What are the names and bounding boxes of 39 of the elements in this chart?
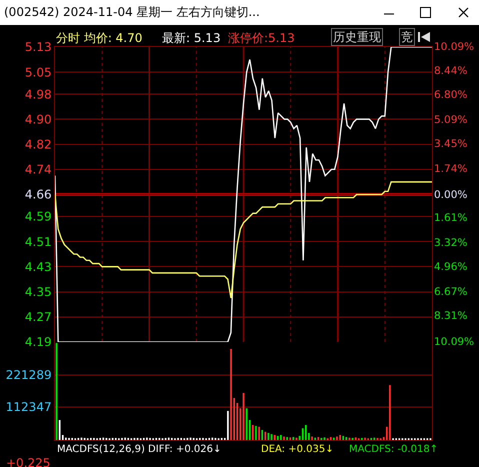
y-tick-label: 4.59: [24, 210, 52, 224]
chart-title: (002542) 2024-11-04 星期一 左右方向键切...: [4, 4, 260, 21]
y-tick-label: 4.35: [24, 284, 52, 299]
text: 最新: 5.13: [162, 31, 221, 45]
text: MACDFS: -0.018↑: [349, 444, 438, 455]
text: 历史重现: [333, 30, 381, 44]
y-tick-label: 4.82: [24, 137, 52, 152]
line-series: [55, 181, 432, 299]
y2-tick-label: 10.09%: [434, 41, 474, 53]
y2-tick-label: 6.80%: [434, 89, 468, 101]
y-tick-label: 112347: [6, 400, 52, 414]
y2-tick-label: 1.61%: [434, 212, 468, 224]
y-tick-label: 5.05: [24, 65, 52, 80]
y-tick-label: 4.66: [24, 188, 52, 202]
y-tick-label: 221289: [6, 368, 52, 382]
y-tick-label: 4.90: [24, 112, 52, 126]
y2-tick-label: 3.45%: [434, 138, 468, 150]
text: +0.225: [6, 456, 50, 467]
y-tick-label: 4.19: [24, 335, 52, 350]
y-tick-label: 4.74: [24, 162, 52, 177]
y2-tick-label: 5.09%: [434, 114, 468, 126]
y2-tick-label: 3.32%: [434, 237, 468, 249]
y2-tick-label: 8.31%: [434, 310, 468, 322]
text: 涨停价:5.13: [228, 31, 295, 45]
text: 分时 均价: 4.70: [56, 31, 142, 45]
y2-tick-label: 10.09%: [434, 336, 474, 348]
text: DEA: +0.035↓: [261, 444, 334, 455]
y-tick-label: 4.98: [24, 87, 52, 102]
y2-tick-label: 4.96%: [434, 261, 468, 273]
y2-tick-label: 6.67%: [434, 286, 468, 298]
text: MACDFS(12,26,9) DIFF: +0.026↓: [57, 444, 222, 455]
y2-tick-label: 1.74%: [434, 163, 468, 175]
y-tick-label: 4.51: [24, 234, 52, 249]
y-tick-label: 5.13: [24, 40, 52, 54]
y2-tick-label: 0.00%: [434, 189, 468, 201]
y-tick-label: 4.43: [24, 260, 52, 274]
text: 竞: [401, 30, 413, 44]
y-tick-label: 4.27: [24, 310, 52, 324]
y2-tick-label: 8.44%: [434, 65, 468, 77]
